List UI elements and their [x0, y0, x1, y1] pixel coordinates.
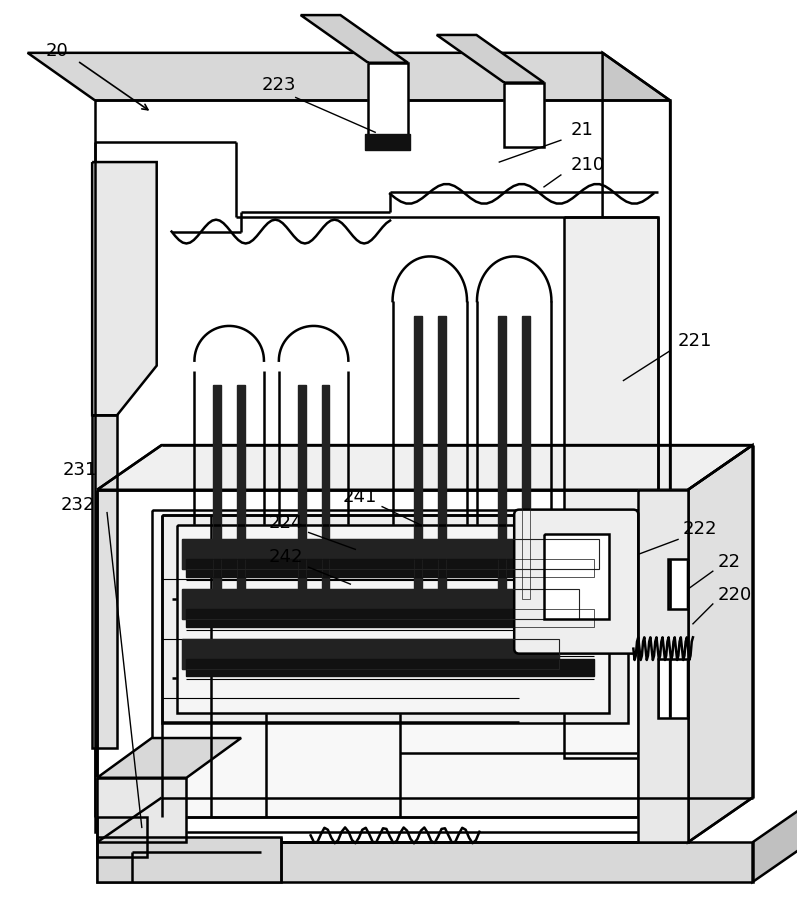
Text: 220: 220: [718, 586, 752, 604]
Polygon shape: [97, 778, 186, 843]
Text: 222: 222: [683, 520, 718, 539]
Polygon shape: [182, 540, 598, 569]
Text: 221: 221: [678, 331, 713, 350]
Polygon shape: [97, 738, 241, 778]
Polygon shape: [602, 53, 670, 833]
Polygon shape: [97, 817, 146, 857]
Polygon shape: [688, 445, 753, 843]
Text: 232: 232: [60, 496, 95, 514]
Polygon shape: [186, 560, 594, 577]
Polygon shape: [298, 385, 306, 589]
Polygon shape: [152, 509, 638, 817]
Text: 231: 231: [62, 461, 97, 479]
Polygon shape: [182, 639, 559, 668]
Polygon shape: [437, 35, 544, 82]
Polygon shape: [414, 316, 422, 599]
Text: 242: 242: [269, 549, 303, 566]
Polygon shape: [438, 316, 446, 599]
Text: 210: 210: [571, 156, 605, 174]
Polygon shape: [322, 385, 330, 589]
Text: 223: 223: [262, 76, 296, 94]
Polygon shape: [28, 53, 670, 100]
Polygon shape: [186, 609, 594, 627]
Polygon shape: [95, 100, 670, 833]
Polygon shape: [186, 658, 594, 677]
Polygon shape: [97, 843, 753, 882]
Polygon shape: [214, 385, 222, 589]
Text: 224: 224: [269, 513, 303, 531]
Polygon shape: [564, 216, 658, 758]
FancyBboxPatch shape: [514, 509, 638, 654]
Polygon shape: [177, 525, 609, 713]
Polygon shape: [97, 445, 753, 489]
Polygon shape: [366, 134, 410, 150]
Polygon shape: [162, 515, 629, 723]
Polygon shape: [504, 82, 544, 147]
Polygon shape: [753, 798, 800, 882]
Polygon shape: [97, 837, 281, 882]
Polygon shape: [368, 63, 408, 142]
Polygon shape: [92, 415, 117, 748]
Polygon shape: [92, 163, 157, 415]
Text: 241: 241: [342, 488, 377, 506]
Polygon shape: [519, 515, 634, 648]
Polygon shape: [638, 489, 688, 843]
Polygon shape: [97, 489, 688, 843]
Polygon shape: [544, 534, 609, 619]
Polygon shape: [522, 316, 530, 599]
Polygon shape: [301, 16, 408, 63]
Polygon shape: [237, 385, 245, 589]
Text: 22: 22: [718, 553, 741, 572]
Text: 21: 21: [571, 121, 594, 140]
Text: 20: 20: [46, 42, 69, 60]
Polygon shape: [498, 316, 506, 599]
Polygon shape: [182, 589, 578, 619]
